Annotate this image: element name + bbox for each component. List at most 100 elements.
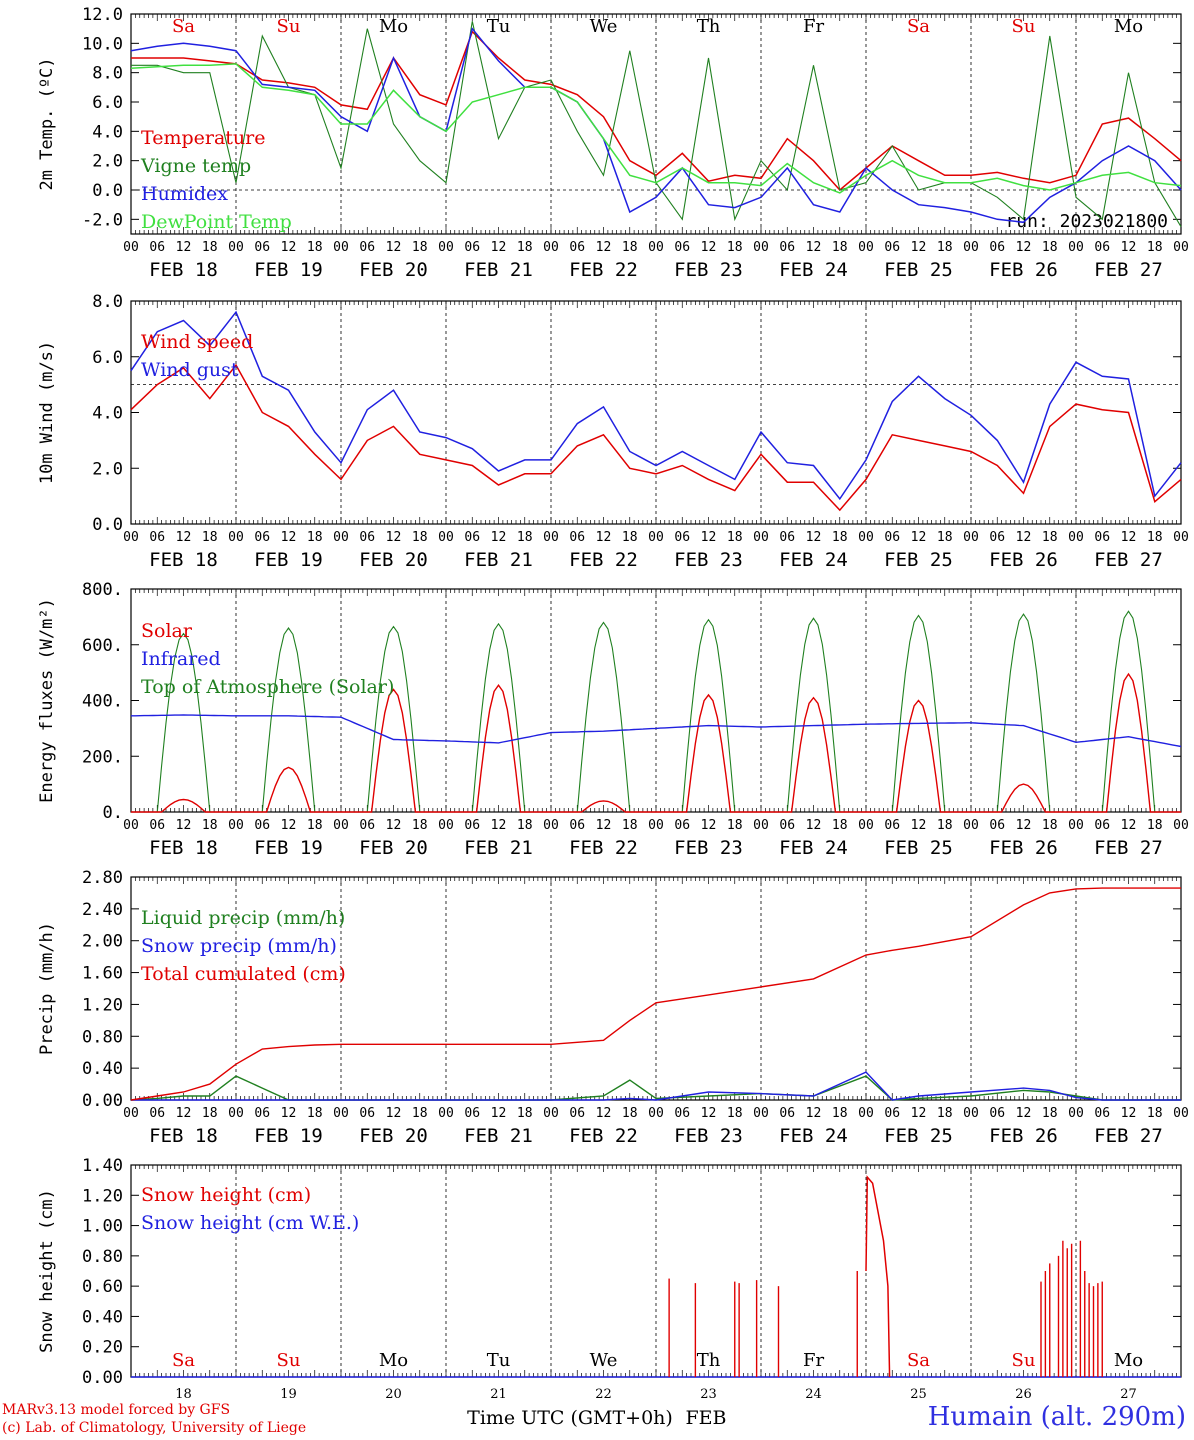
date-label: FEB 20 (359, 837, 428, 859)
y-tick-label: 8.0 (92, 292, 123, 312)
day-name: Tu (487, 16, 511, 37)
date-label: FEB 18 (149, 549, 218, 571)
date-label: FEB 24 (779, 837, 848, 859)
hour-label: 06 (254, 1106, 270, 1121)
hour-label: 06 (464, 240, 480, 255)
hour-label: 06 (779, 818, 795, 833)
day-name: Mo (379, 1350, 408, 1371)
hour-label: 00 (333, 240, 349, 255)
y-tick-label: 4.0 (92, 122, 123, 142)
hour-label: 00 (228, 530, 244, 545)
hour-label: 00 (333, 1106, 349, 1121)
y-tick-label: 1.60 (82, 964, 123, 984)
hour-label: 12 (386, 818, 402, 833)
hour-label: 06 (989, 1106, 1005, 1121)
hour-label: 18 (937, 240, 953, 255)
legend-entry: Temperature (141, 127, 265, 149)
series-line-humidex (130, 27, 1182, 224)
date-label: FEB 25 (884, 259, 953, 281)
hour-label: 12 (1121, 240, 1137, 255)
hour-label: 00 (753, 240, 769, 255)
hour-label: 06 (989, 530, 1005, 545)
y-tick-label: 0.80 (82, 1027, 123, 1047)
x-axis-title: Time UTC (GMT+0h) (467, 1407, 673, 1429)
day-name: Su (1012, 16, 1036, 37)
hour-label: 00 (648, 240, 664, 255)
hour-label: 18 (622, 1106, 638, 1121)
hour-label: 18 (832, 818, 848, 833)
hour-label: 06 (464, 1106, 480, 1121)
date-label: FEB 19 (254, 549, 323, 571)
hour-label: 00 (333, 818, 349, 833)
legend-entry: Vigne temp (140, 155, 251, 177)
y-tick-label: 2.00 (82, 932, 123, 952)
hour-label: 18 (832, 530, 848, 545)
hour-label: 18 (727, 530, 743, 545)
hour-label: 12 (1016, 818, 1032, 833)
hour-label: 12 (176, 1106, 192, 1121)
hour-label: 00 (963, 530, 979, 545)
y-tick-label: 0.40 (82, 1307, 123, 1327)
day-name: Sa (172, 1350, 195, 1371)
hour-label: 00 (858, 1106, 874, 1121)
x-axis-month: FEB (685, 1407, 726, 1429)
y-tick-label: 12.0 (82, 5, 123, 25)
hour-label: 00 (1173, 818, 1189, 833)
panel-3: 800. 600. 400. 200. 0. Energy fluxes (W/m²) 00… (37, 580, 1189, 859)
day-name: Th (697, 1350, 721, 1371)
date-label: FEB 26 (989, 259, 1058, 281)
hour-label: 12 (596, 1106, 612, 1121)
hour-label: 00 (1173, 1106, 1189, 1121)
date-label: FEB 20 (359, 1125, 428, 1147)
hour-label: 12 (1016, 240, 1032, 255)
hour-label: 06 (884, 1106, 900, 1121)
date-label: FEB 23 (674, 259, 743, 281)
hour-label: 12 (596, 240, 612, 255)
hour-label: 12 (701, 818, 717, 833)
date-label: FEB 27 (1094, 1125, 1163, 1147)
date-label: FEB 24 (779, 549, 848, 571)
hour-label: 12 (1121, 1106, 1137, 1121)
day-number: 23 (700, 1387, 717, 1402)
legend-entry: DewPoint Temp (141, 211, 292, 233)
hour-label: 06 (884, 240, 900, 255)
day-name: Su (277, 1350, 301, 1371)
hour-label: 18 (307, 530, 323, 545)
date-label: FEB 18 (149, 259, 218, 281)
hour-label: 12 (491, 240, 507, 255)
y-axis-title: 10m Wind (m/s) (37, 341, 57, 484)
hour-label: 18 (307, 818, 323, 833)
y-tick-label: 0.20 (82, 1338, 123, 1358)
hour-label: 18 (307, 1106, 323, 1121)
hour-label: 00 (753, 530, 769, 545)
date-label: FEB 23 (674, 549, 743, 571)
hour-label: 18 (1042, 818, 1058, 833)
hour-label: 06 (464, 818, 480, 833)
hour-label: 12 (1016, 1106, 1032, 1121)
hour-label: 12 (386, 530, 402, 545)
hour-label: 06 (1094, 240, 1110, 255)
hour-label: 12 (281, 240, 297, 255)
series-line-temperature (131, 30, 1182, 192)
hour-label: 00 (543, 240, 559, 255)
y-tick-label: 2.0 (92, 459, 123, 479)
day-name: Sa (907, 1350, 930, 1371)
hour-label: 06 (254, 818, 270, 833)
y-tick-label: -2.0 (82, 210, 123, 230)
hour-label: 18 (202, 1106, 218, 1121)
hour-label: 12 (596, 818, 612, 833)
date-label: FEB 22 (569, 1125, 638, 1147)
run-label: run: 2023021800 (1005, 211, 1168, 232)
legend-entry: Top of Atmosphere (Solar) (141, 676, 394, 698)
day-number: 27 (1120, 1387, 1137, 1402)
model-credit: MARv3.13 model forced by GFS (2, 1402, 231, 1418)
hour-label: 06 (254, 240, 270, 255)
y-tick-label: 6.0 (92, 93, 123, 113)
panel-1: 12.0 10.0 8.0 6.0 4.0 2.0 0.0 -2.0 2m Temp. (ºC)… (37, 5, 1189, 281)
hour-label: 18 (1042, 240, 1058, 255)
day-number: 25 (910, 1387, 927, 1402)
legend-entry: Wind gust (141, 359, 239, 381)
hour-label: 18 (622, 240, 638, 255)
hour-label: 12 (911, 530, 927, 545)
legend-entry: Snow height (cm) (141, 1184, 311, 1206)
